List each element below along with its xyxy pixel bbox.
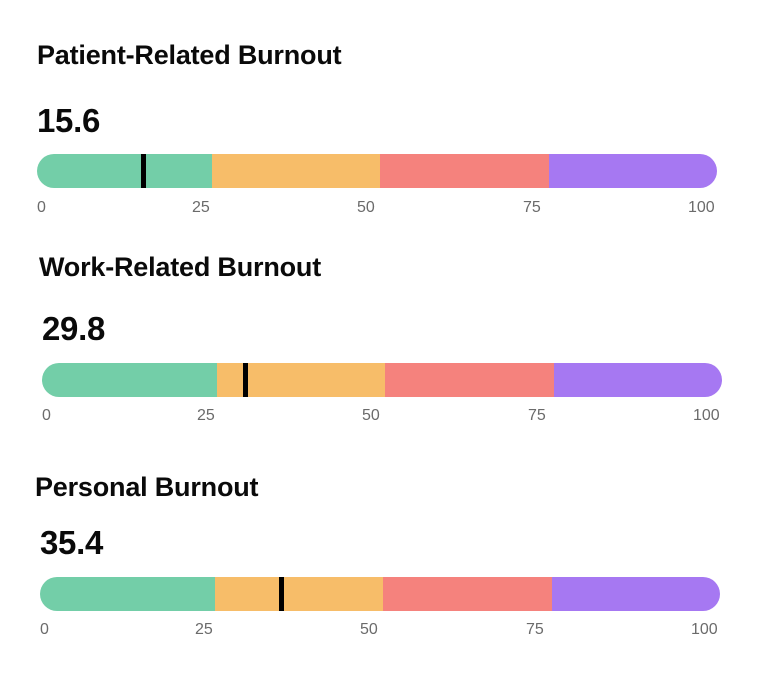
score-bar xyxy=(40,577,720,611)
tick-label: 0 xyxy=(40,621,49,638)
scale-ticks: 0 25 50 75 100 xyxy=(37,199,717,219)
section-title: Work-Related Burnout xyxy=(39,252,322,282)
score-marker xyxy=(278,577,284,611)
score-marker xyxy=(141,154,147,188)
tick-label: 100 xyxy=(688,199,715,216)
bar-segment-high xyxy=(380,154,549,188)
tick-label: 75 xyxy=(528,407,546,424)
section-title: Personal Burnout xyxy=(35,472,259,502)
tick-label: 100 xyxy=(693,407,720,424)
bar-segment-severe xyxy=(549,154,717,188)
tick-label: 50 xyxy=(357,199,375,216)
bar-segment-low xyxy=(37,154,212,188)
score-value: 15.6 xyxy=(37,102,101,139)
bar-segment-moderate xyxy=(212,154,380,188)
scale-ticks: 0 25 50 75 100 xyxy=(40,621,720,641)
score-value: 35.4 xyxy=(40,524,104,561)
section-title: Patient-Related Burnout xyxy=(37,40,342,70)
tick-label: 0 xyxy=(37,199,46,216)
tick-label: 50 xyxy=(362,407,380,424)
score-bar xyxy=(42,363,722,397)
bar-segment-moderate xyxy=(215,577,383,611)
bar-segment-severe xyxy=(552,577,720,611)
bar-segment-high xyxy=(383,577,552,611)
tick-label: 75 xyxy=(523,199,541,216)
score-value: 29.8 xyxy=(42,310,106,347)
score-marker xyxy=(242,363,248,397)
tick-label: 75 xyxy=(526,621,544,638)
tick-label: 25 xyxy=(197,407,215,424)
tick-label: 25 xyxy=(192,199,210,216)
tick-label: 0 xyxy=(42,407,51,424)
tick-label: 100 xyxy=(691,621,718,638)
bar-segment-low xyxy=(40,577,215,611)
scale-ticks: 0 25 50 75 100 xyxy=(42,407,722,427)
tick-label: 50 xyxy=(360,621,378,638)
bar-segment-high xyxy=(385,363,554,397)
score-bar xyxy=(37,154,717,188)
bar-segment-low xyxy=(42,363,217,397)
bar-segment-severe xyxy=(554,363,722,397)
tick-label: 25 xyxy=(195,621,213,638)
